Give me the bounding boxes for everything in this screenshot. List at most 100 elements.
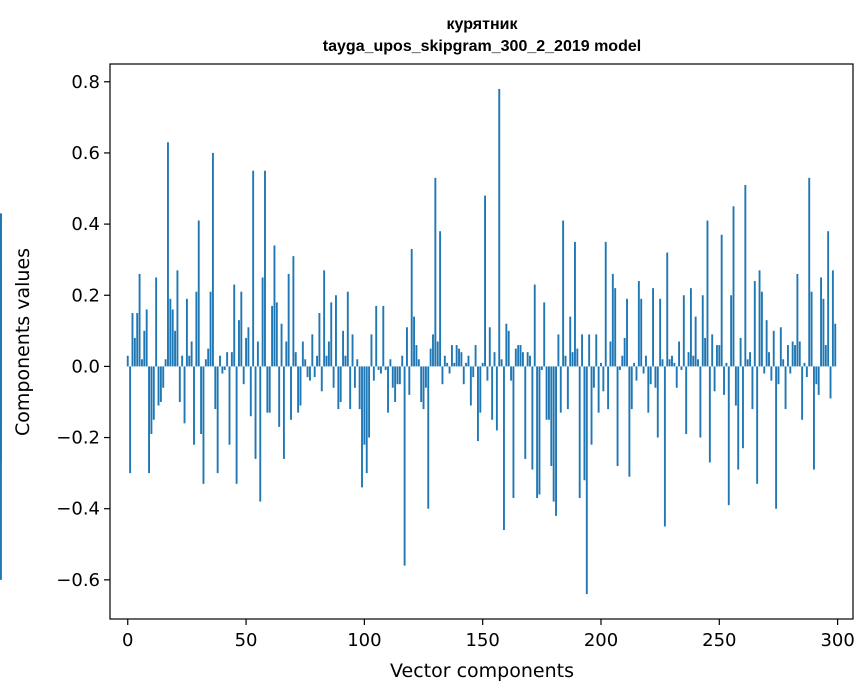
bar [543,302,546,367]
bar [379,366,382,374]
bar [592,366,595,388]
bar [581,334,584,367]
bar [820,277,822,367]
bar [512,366,515,499]
bar [358,366,361,410]
bar [453,362,456,367]
bar [216,366,219,474]
bar [545,366,548,420]
bar [0,366,2,580]
bar [413,316,416,367]
bar [751,366,754,410]
x-tick-label: 150 [466,630,500,651]
bar [583,366,586,481]
bar [219,355,221,367]
bar [704,337,707,367]
bar [628,366,631,477]
bar [164,359,167,367]
bar [687,352,690,367]
bar [645,355,647,367]
bar [656,366,659,438]
bar [770,366,773,381]
bar [159,366,162,402]
bar [675,366,678,388]
bar [810,291,813,367]
bar [245,337,247,367]
bar [668,359,671,367]
bar [294,352,297,367]
bar [204,359,207,367]
bar [351,334,354,367]
bar [597,366,600,413]
bar [469,366,472,406]
bar [595,334,598,367]
bar [311,334,314,367]
bar [517,345,520,367]
bar [197,220,200,367]
bar [427,366,430,509]
bar [323,270,326,367]
bar [756,366,759,484]
bar [384,366,387,370]
bar [803,362,806,367]
x-tick-label: 200 [584,630,618,651]
bar [389,359,392,367]
bar [188,355,191,367]
bar [268,366,271,413]
bar [621,355,624,367]
bar [633,362,636,367]
bar [214,366,217,410]
bar [486,366,489,381]
bar [178,366,181,402]
bar [758,270,761,367]
bar [176,270,179,367]
bar [652,288,654,367]
x-axis: 0 50 100 150 200 250 300 [122,619,855,651]
bar [375,305,378,367]
bar [571,352,574,367]
bar [739,337,742,367]
bar [230,352,233,367]
bar [588,334,591,367]
bar [701,295,704,367]
bar [699,366,702,438]
bar [148,366,150,474]
bar [304,359,307,367]
bar [162,366,165,388]
bar [730,295,733,367]
bar [604,241,607,367]
bar [479,366,482,413]
bar [609,341,612,367]
bar [569,316,572,367]
bar [408,366,411,395]
bar [531,366,534,470]
bar [526,352,529,367]
bar [446,362,449,367]
bar [240,291,243,367]
bar [484,195,486,367]
bar [666,252,669,367]
bar [332,366,335,388]
chart-title: курятник [447,16,519,33]
bar [365,366,368,474]
bar [521,352,524,367]
bar [746,359,749,367]
bar [346,291,349,367]
bar [138,273,141,367]
bar [491,366,494,420]
bar [822,298,825,367]
bar [167,142,169,367]
bar [415,345,418,367]
bar [495,366,498,431]
bar [455,345,458,367]
bar [550,366,553,467]
bar [694,316,697,367]
bar [744,184,747,367]
y-tick-label: 0.8 [71,72,100,93]
bar [141,359,143,367]
bar [555,366,557,516]
bar [254,366,257,459]
bar [678,341,681,367]
bar [136,313,139,367]
